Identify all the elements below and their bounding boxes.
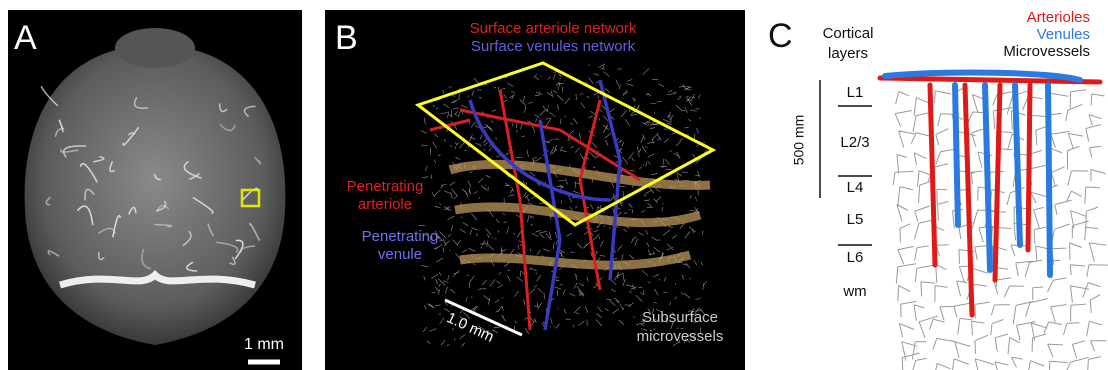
label-subsurface: microvessels (637, 328, 724, 345)
olfactory-bulb (115, 28, 195, 68)
label-penetrating-venule: Penetrating (362, 228, 439, 245)
layer-label: L2/3 (840, 134, 869, 151)
label-penetrating-venule: venule (378, 246, 422, 263)
legend-arterioles: Arterioles (1027, 9, 1090, 26)
depth-scale: 500 mm (791, 115, 807, 166)
cortical-layers-title: layers (828, 45, 868, 62)
layer-label: L4 (847, 179, 864, 196)
brain (25, 45, 286, 345)
panel-a: A 1 mm (8, 10, 302, 370)
layer-label: wm (842, 283, 866, 300)
figure: A 1 mm B Surface arteriole network Surfa… (0, 0, 1108, 370)
label-penetrating-arteriole: Penetrating (347, 178, 424, 195)
label-subsurface: Subsurface (642, 309, 718, 326)
panel-letter: C (768, 17, 793, 55)
label-surface-venules: Surface venules network (471, 38, 636, 55)
layer-label: L5 (847, 211, 864, 228)
layer-label: L1 (847, 84, 864, 101)
layer-label: L6 (847, 249, 864, 266)
venules (885, 73, 1080, 275)
label-penetrating-arteriole: arteriole (358, 196, 412, 213)
label-surface-arteriole: Surface arteriole network (470, 20, 637, 37)
panel-b: B Surface arteriole network Surface venu… (325, 10, 745, 370)
panel-letter: A (14, 19, 37, 57)
legend-microvessels: Microvessels (1003, 43, 1090, 60)
layer-labels: L1 L2/3 L4 L5 L6 wm (838, 84, 872, 300)
cortical-layers-title: Cortical (823, 25, 874, 42)
panel-letter: B (335, 19, 358, 57)
panel-c: C Cortical layers Arterioles Venules Mic… (768, 9, 1108, 370)
scale-label: 1 mm (244, 336, 284, 353)
legend-venules: Venules (1037, 26, 1090, 43)
